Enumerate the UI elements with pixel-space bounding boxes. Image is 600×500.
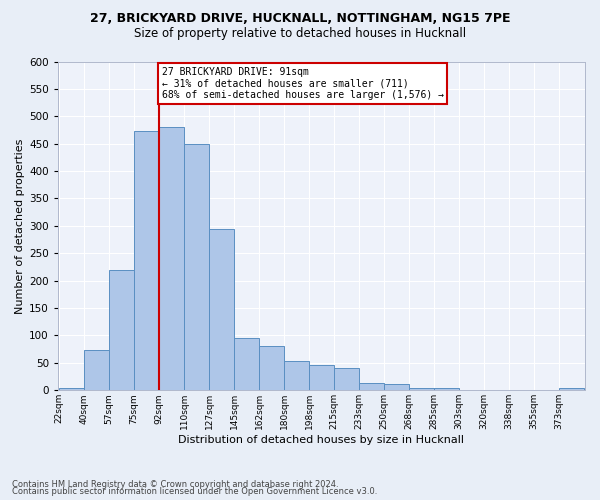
Bar xyxy=(109,270,134,390)
Bar xyxy=(59,388,84,390)
Bar xyxy=(434,388,459,390)
Text: Contains HM Land Registry data © Crown copyright and database right 2024.: Contains HM Land Registry data © Crown c… xyxy=(12,480,338,489)
Text: Contains public sector information licensed under the Open Government Licence v3: Contains public sector information licen… xyxy=(12,487,377,496)
Bar xyxy=(209,228,234,390)
Bar xyxy=(234,338,259,390)
Text: 27 BRICKYARD DRIVE: 91sqm
← 31% of detached houses are smaller (711)
68% of semi: 27 BRICKYARD DRIVE: 91sqm ← 31% of detac… xyxy=(161,67,443,100)
X-axis label: Distribution of detached houses by size in Hucknall: Distribution of detached houses by size … xyxy=(178,435,464,445)
Bar xyxy=(134,131,159,390)
Bar xyxy=(359,383,384,390)
Bar xyxy=(259,346,284,391)
Bar xyxy=(384,384,409,390)
Y-axis label: Number of detached properties: Number of detached properties xyxy=(15,138,25,314)
Text: Size of property relative to detached houses in Hucknall: Size of property relative to detached ho… xyxy=(134,28,466,40)
Bar xyxy=(284,361,309,390)
Bar xyxy=(309,365,334,390)
Bar xyxy=(409,388,434,390)
Bar xyxy=(559,388,584,390)
Bar xyxy=(184,144,209,390)
Bar xyxy=(159,128,184,390)
Bar xyxy=(334,368,359,390)
Text: 27, BRICKYARD DRIVE, HUCKNALL, NOTTINGHAM, NG15 7PE: 27, BRICKYARD DRIVE, HUCKNALL, NOTTINGHA… xyxy=(90,12,510,26)
Bar xyxy=(84,350,109,391)
